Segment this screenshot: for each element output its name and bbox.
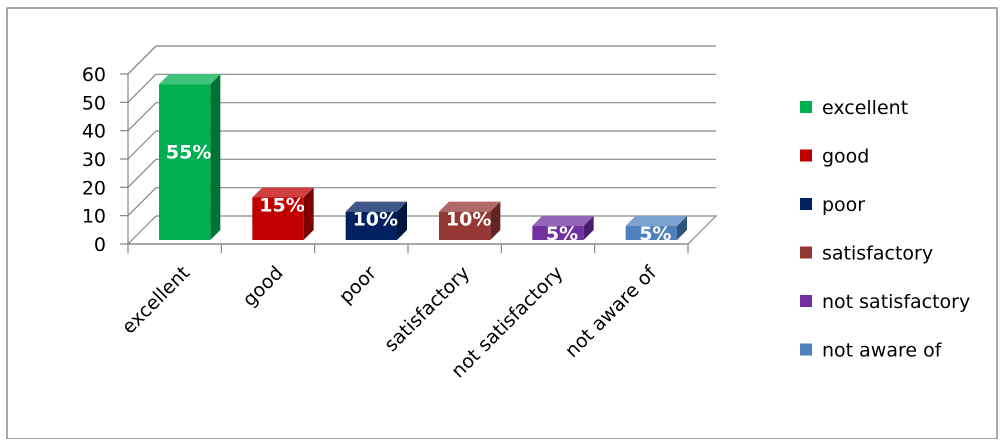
gridline: [127, 158, 716, 188]
bar-front: [532, 225, 584, 240]
bar-side: [397, 201, 407, 240]
y-tick-labels: 0 10 20 30 40 50 60: [82, 64, 106, 256]
data-label: 5%: [639, 223, 671, 245]
gridline: [127, 73, 716, 103]
data-label: 10%: [353, 209, 398, 231]
bar-front: [252, 197, 304, 240]
bar-side: [303, 187, 314, 240]
bar-not-satisfactory: [532, 215, 594, 240]
bar-top: [625, 215, 687, 226]
gridline: [127, 187, 716, 217]
bar-top: [345, 201, 407, 212]
bar-side: [583, 215, 594, 240]
bar-satisfactory: [439, 201, 501, 240]
data-label: 10%: [446, 209, 491, 231]
bar-good: [252, 187, 314, 240]
data-label: 55%: [166, 141, 211, 163]
legend-label: not aware of: [822, 340, 943, 362]
legend-swatch: [800, 101, 812, 113]
y-tick-label: 0: [94, 234, 106, 256]
legend-item: poor: [800, 194, 865, 216]
y-tick-label: 10: [82, 206, 106, 228]
bar-side: [490, 201, 501, 240]
y-tick-label: 30: [82, 149, 106, 171]
bar-front: [159, 84, 211, 241]
legend-item: excellent: [800, 97, 908, 119]
bar-top: [532, 215, 594, 226]
data-labels: 55% 15% 10% 10% 5% 5%: [166, 141, 672, 245]
bar-front: [625, 225, 677, 240]
bar-top: [159, 74, 221, 85]
bar-front: [439, 211, 491, 240]
bar-front: [345, 211, 397, 240]
legend-swatch: [800, 295, 812, 307]
bar-not-aware-of: [625, 215, 687, 240]
gridline: [127, 102, 716, 132]
y-tick-label: 40: [82, 121, 106, 143]
data-label: 15%: [259, 195, 304, 217]
legend-item: not aware of: [800, 340, 943, 362]
legend-swatch: [800, 246, 812, 259]
bar-side: [677, 215, 687, 240]
bar-top: [439, 201, 501, 212]
y-tick-label: 50: [82, 92, 106, 114]
y-tick-label: 60: [82, 64, 106, 86]
legend-label: excellent: [822, 97, 908, 119]
gridline: [127, 130, 716, 160]
legend-swatch: [800, 149, 812, 162]
bar-top: [252, 187, 314, 198]
legend-swatch: [800, 343, 812, 356]
legend-label: satisfactory: [822, 243, 933, 265]
legend-swatch: [800, 198, 812, 210]
bars: [159, 74, 687, 241]
legend: excellent good poor satisfactory not satisfa…: [800, 97, 970, 362]
data-label: 5%: [546, 223, 578, 245]
bar-poor: [345, 201, 407, 240]
y-tick-label: 20: [82, 177, 106, 199]
legend-label: good: [822, 146, 869, 168]
bar-excellent: [159, 74, 221, 241]
side-wall-edge: [127, 45, 157, 75]
legend-item: satisfactory: [800, 243, 933, 265]
bar-side: [210, 74, 221, 241]
legend-label: not satisfactory: [822, 291, 970, 313]
legend-item: good: [800, 146, 869, 168]
legend-label: poor: [822, 194, 865, 216]
legend-item: not satisfactory: [800, 291, 970, 313]
